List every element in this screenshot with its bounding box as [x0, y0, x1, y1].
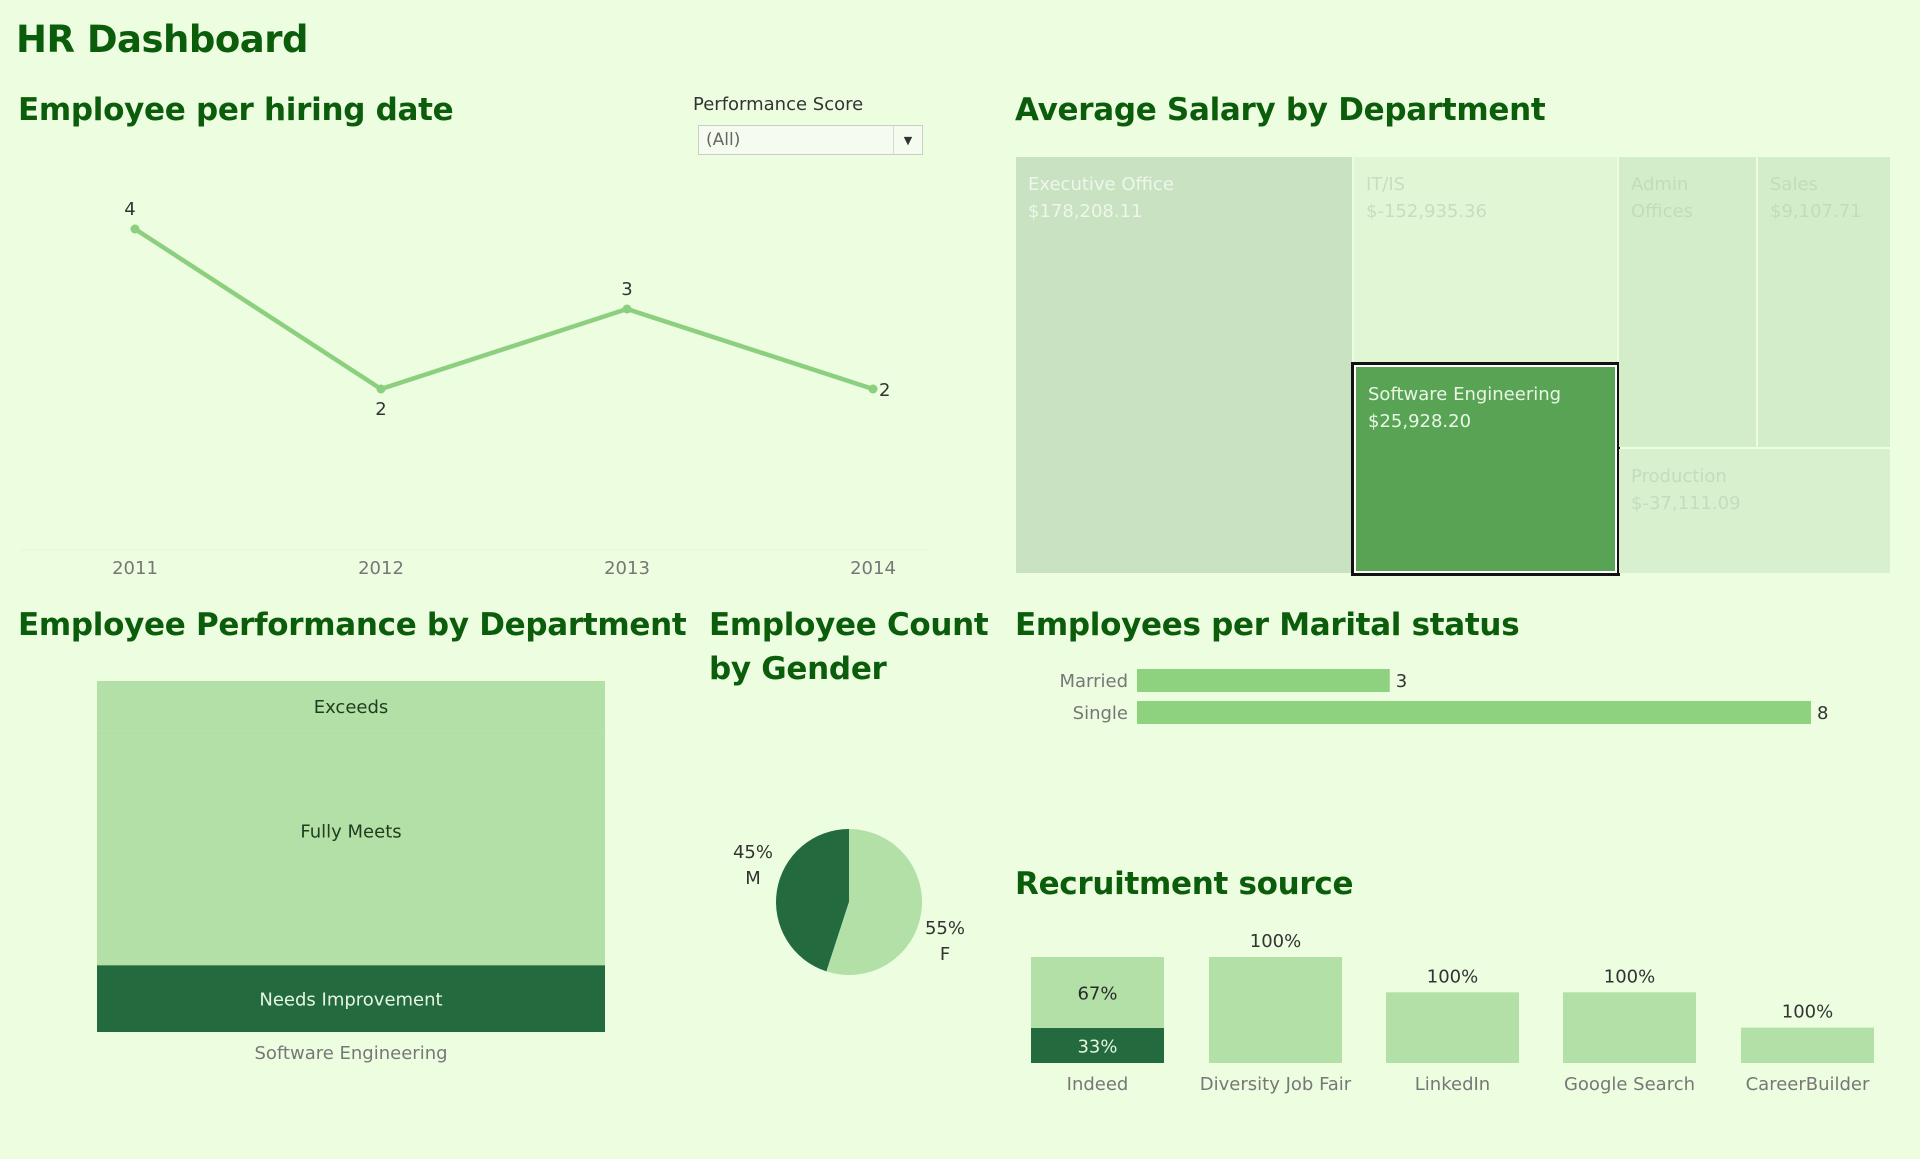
treemap-cell-label: Sales — [1770, 174, 1818, 195]
treemap-cell-it-is[interactable]: IT/IS $-152,935.36 — [1354, 157, 1617, 363]
treemap-cell-label: Software Engineering — [1368, 384, 1562, 405]
hiring-chart-title: Employee per hiring date — [18, 92, 454, 128]
y-category-label: Married — [1059, 671, 1128, 692]
segment-label: Fully Meets — [300, 822, 401, 843]
bar-value-label: 8 — [1817, 703, 1828, 724]
x-category-label: Google Search — [1564, 1074, 1695, 1095]
x-tick-label: 2011 — [112, 558, 158, 579]
data-point — [868, 384, 878, 394]
hiring-line-chart: 4 2011 2 2012 3 2013 2 2014 — [20, 199, 930, 579]
x-tick-label: 2014 — [850, 558, 896, 579]
treemap-cell-value: $-37,111.09 — [1631, 493, 1741, 514]
gender-title-line2: by Gender — [709, 651, 887, 687]
x-tick-label: 2013 — [604, 558, 650, 579]
data-label: 4 — [124, 199, 135, 220]
x-tick-label: 2012 — [358, 558, 404, 579]
x-category-label: CareerBuilder — [1746, 1074, 1870, 1095]
bar-segment — [1031, 957, 1164, 1029]
bar-value-label: 100% — [1604, 966, 1655, 987]
performance-score-dropdown[interactable]: (All) ▼ — [698, 125, 923, 155]
bar-linkedin — [1386, 992, 1519, 1063]
marital-bar-chart: Married 3 Single 8 — [1059, 669, 1828, 724]
bar-value-label: 100% — [1250, 931, 1301, 952]
bar-careerbuilder — [1741, 1027, 1874, 1063]
bar-google-search — [1563, 992, 1696, 1063]
bar-value-label: 3 — [1396, 671, 1407, 692]
bar-married — [1137, 669, 1390, 692]
y-category-label: Single — [1073, 703, 1128, 724]
pie-label-m-name: M — [745, 868, 761, 889]
performance-score-filter-label: Performance Score — [693, 94, 864, 115]
x-category-label: LinkedIn — [1415, 1074, 1490, 1095]
treemap-cell-label: Production — [1631, 466, 1727, 487]
performance-chart-title: Employee Performance by Department — [18, 607, 687, 643]
recruitment-bar-chart: 67% 33% Indeed 100% Diversity Job Fair 100% Li… — [1031, 931, 1874, 1095]
gender-pie-chart: 45% M 55% F — [733, 829, 965, 975]
x-category-label: Software Engineering — [254, 1043, 447, 1064]
segment-label: 67% — [1077, 984, 1117, 1005]
treemap-cell-production[interactable]: Production $-37,111.09 — [1619, 449, 1890, 573]
treemap-cell-label: Executive Office — [1028, 174, 1174, 195]
pie-label-f-percent: 55% — [925, 918, 965, 939]
treemap-cell-value: $25,928.20 — [1368, 411, 1472, 432]
treemap-cell-value: $-152,935.36 — [1366, 201, 1488, 222]
treemap-cell-label: Admin Offices — [1631, 174, 1693, 222]
bar-diversity-job-fair — [1209, 957, 1342, 1063]
pie-slice-m — [776, 829, 849, 972]
bar-value-label: 100% — [1427, 966, 1478, 987]
segment-label: 33% — [1077, 1037, 1117, 1058]
bar-segment-exceeds — [97, 681, 605, 731]
pie-slice-f — [826, 829, 922, 975]
treemap-cell-admin-offices[interactable]: Admin Offices — [1619, 157, 1756, 447]
series-line — [133, 227, 874, 392]
data-point — [376, 384, 386, 394]
treemap-cell-value: $9,107.71 — [1770, 201, 1862, 222]
pie-label-m-percent: 45% — [733, 842, 773, 863]
dropdown-value: (All) — [706, 130, 741, 150]
dashboard-title: HR Dashboard — [16, 18, 309, 61]
performance-stacked-bar: Exceeds Fully Meets Needs Improvement Softw… — [97, 681, 605, 1064]
gender-title-line1: Employee Count — [709, 607, 989, 643]
bar-segment — [1031, 1028, 1164, 1063]
data-label: 3 — [621, 279, 632, 300]
pie-label-f-name: F — [940, 944, 950, 965]
x-category-label: Indeed — [1067, 1074, 1129, 1095]
bar-segment-needs-improvement — [97, 965, 605, 1032]
salary-treemap: Executive Office $178,208.11 IT/IS $-152,93… — [1016, 157, 1890, 576]
data-point — [130, 224, 140, 234]
recruitment-chart-title: Recruitment source — [1015, 866, 1354, 902]
gender-chart-title: Employee Count by Gender — [709, 603, 989, 691]
segment-label: Exceeds — [314, 697, 389, 718]
treemap-cell-executive-office[interactable]: Executive Office $178,208.11 — [1016, 157, 1352, 573]
segment-label: Needs Improvement — [259, 990, 442, 1011]
bar-value-label: 100% — [1782, 1002, 1833, 1023]
treemap-cell-sales[interactable]: Sales $9,107.71 — [1758, 157, 1890, 447]
bar-segment-fully-meets — [97, 730, 605, 966]
x-category-label: Diversity Job Fair — [1200, 1074, 1352, 1095]
bar-single — [1137, 701, 1811, 724]
data-point — [622, 304, 632, 314]
treemap-cell-label: IT/IS — [1366, 174, 1406, 195]
marital-chart-title: Employees per Marital status — [1015, 607, 1520, 643]
salary-chart-title: Average Salary by Department — [1015, 92, 1546, 128]
data-label: 2 — [879, 380, 890, 401]
treemap-cell-value: $178,208.11 — [1028, 201, 1143, 222]
data-label: 2 — [375, 399, 386, 420]
treemap-cell-software-engineering[interactable]: Software Engineering $25,928.20 — [1351, 362, 1620, 576]
chevron-down-icon[interactable]: ▼ — [893, 126, 922, 154]
